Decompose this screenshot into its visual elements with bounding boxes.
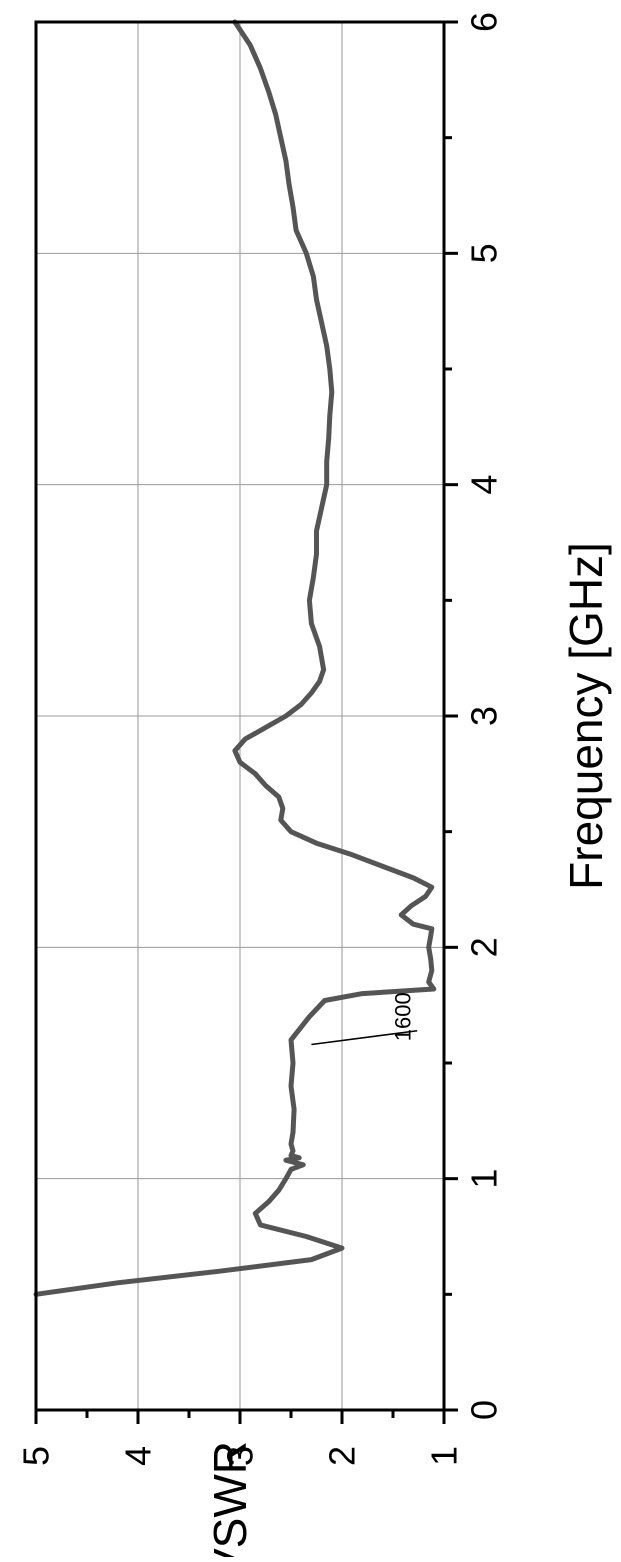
annotation-label: 1600 [391, 992, 416, 1041]
x-tick-label: 6 [464, 12, 505, 32]
x-tick-label: 1 [464, 1169, 505, 1189]
label-layer: 0 1 2 3 4 5 6 1 2 3 4 5 Frequency [GHz] VSWR [16, 12, 613, 1562]
x-tick-label: 5 [464, 243, 505, 263]
vswr-series-line [33, 19, 437, 1297]
x-tick-label: 3 [464, 706, 505, 726]
annotation-layer: 1600 [311, 992, 418, 1046]
y-tick-label: 2 [322, 1446, 363, 1466]
y-tick-label: 1 [424, 1446, 465, 1466]
y-tick-label: 5 [16, 1446, 57, 1466]
annotation-leader-line [311, 1029, 418, 1046]
y-tick-label: 4 [118, 1446, 159, 1466]
x-tick-label: 2 [464, 937, 505, 957]
x-axis-title: Frequency [GHz] [560, 542, 612, 890]
grid-layer [36, 22, 444, 1410]
y-tick-label: 3 [220, 1446, 261, 1466]
y-axis-title: VSWR [204, 1441, 256, 1557]
x-tick-label: 0 [464, 1400, 505, 1420]
tick-layer [34, 20, 458, 1424]
x-tick-label: 4 [464, 475, 505, 495]
series-layer [33, 19, 437, 1297]
